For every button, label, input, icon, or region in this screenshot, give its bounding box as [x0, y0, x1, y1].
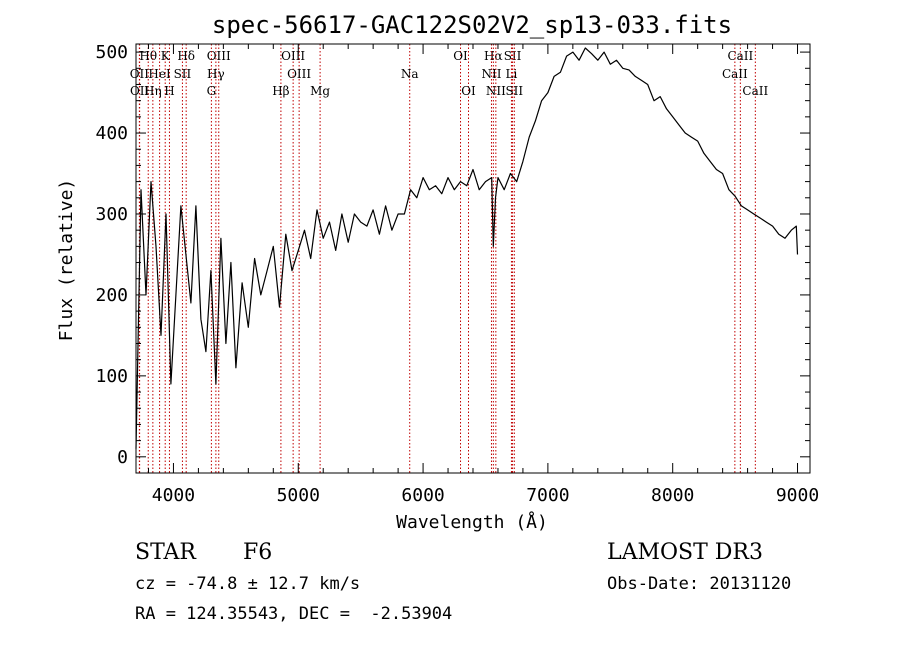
line-label: K — [161, 49, 171, 63]
y-axis-label: Flux (relative) — [56, 179, 77, 342]
y-tick-label: 300 — [95, 204, 128, 225]
line-label: Hδ — [177, 49, 195, 63]
x-tick-label: 9000 — [776, 485, 819, 506]
line-label: OII — [130, 67, 150, 81]
line-label: OI — [453, 49, 468, 63]
line-label: NII — [486, 84, 506, 98]
line-label: Hβ — [272, 84, 289, 98]
x-tick-label: 7000 — [526, 485, 569, 506]
axis-ticks: 4000 5000 6000 7000 8000 9000 0 100 200 300 400 500 — [95, 42, 819, 506]
y-tick-label: 100 — [95, 366, 128, 387]
redshift-text: cz = -74.8 ± 12.7 km/s — [135, 574, 361, 594]
object-subclass: F6 — [243, 540, 273, 565]
line-label: OI — [461, 84, 476, 98]
y-tick-label: 200 — [95, 285, 128, 306]
line-label: CaII — [722, 67, 748, 81]
line-label: SII — [505, 84, 523, 98]
line-label: CaII — [727, 49, 753, 63]
line-label: SII — [174, 67, 192, 81]
coordinates: RA = 124.35543, DEC = -2.53904 — [135, 604, 453, 624]
line-label: HeI — [148, 67, 171, 81]
plot-frame — [135, 43, 811, 474]
x-tick-label: 6000 — [401, 485, 444, 506]
line-label: OIII — [287, 67, 311, 81]
line-label: Hθ — [139, 49, 157, 63]
line-label: Li — [506, 67, 518, 81]
line-label: NII — [481, 67, 501, 81]
line-label: CaII — [742, 84, 768, 98]
spectrum-line — [135, 47, 799, 449]
line-label: Na — [401, 67, 419, 81]
line-label: OII — [130, 84, 150, 98]
x-axis-label: Wavelength (Å) — [396, 511, 548, 533]
line-label: Hη — [144, 84, 162, 98]
y-tick-label: 0 — [117, 447, 128, 468]
y-tick-label: 500 — [95, 42, 128, 63]
line-label: Hγ — [207, 67, 225, 81]
y-tick-label: 400 — [95, 123, 128, 144]
line-label: OIII — [207, 49, 231, 63]
line-label: G — [207, 84, 217, 98]
obs-date: Obs-Date: 20131120 — [607, 574, 792, 594]
x-tick-label: 5000 — [277, 485, 320, 506]
spectrum-series — [135, 47, 799, 449]
line-label: Hα — [484, 49, 503, 63]
line-label: H — [164, 84, 174, 98]
x-tick-label: 4000 — [152, 485, 195, 506]
chart-title: spec-56617-GAC122S02V2_sp13-033.fits — [212, 11, 732, 39]
object-class: STAR — [135, 540, 196, 565]
line-label: SII — [504, 49, 522, 63]
line-label: OIII — [281, 49, 305, 63]
line-label: Mg — [310, 84, 330, 98]
survey-name: LAMOST DR3 — [607, 540, 763, 565]
x-tick-label: 8000 — [651, 485, 694, 506]
